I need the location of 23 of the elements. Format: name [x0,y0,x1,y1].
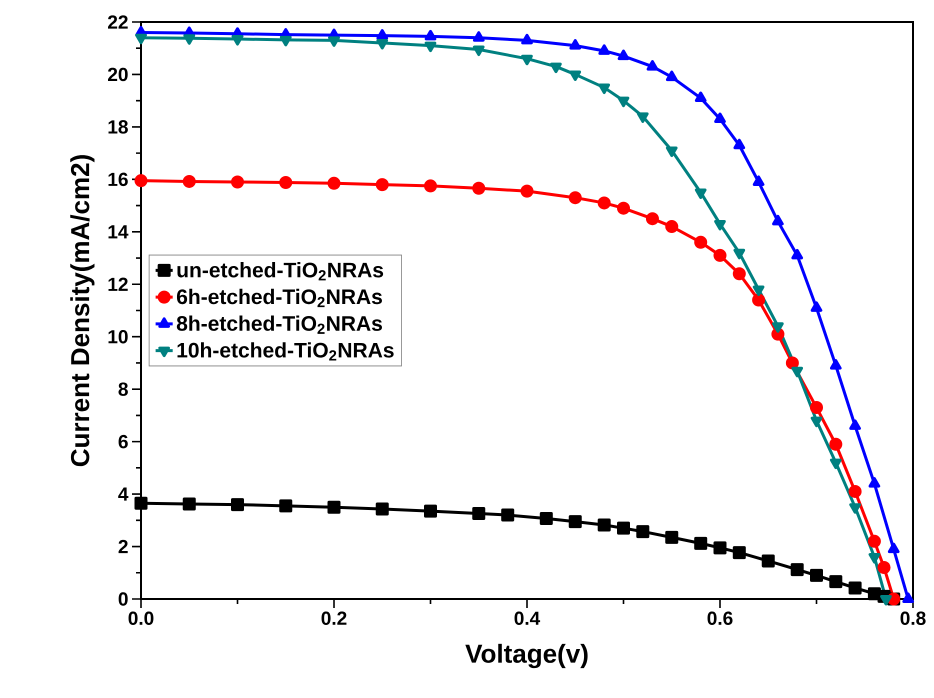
y-tick-label: 16 [108,172,128,186]
legend-label: 6h-etched-TiO$_{2}$NRAs [176,288,382,308]
x-tick-label: 0.0 [128,612,154,625]
y-tick-label: 0 [118,592,128,606]
y-tick-label: 14 [108,225,128,238]
legend-label: 8h-etched-TiO$_{2}$NRAs [176,315,382,334]
y-tick-label: 18 [108,120,128,134]
x-tick-label: 0.8 [900,612,926,625]
x-tick-label: 0.4 [514,612,540,625]
y-tick-label: 12 [108,278,128,291]
y-tick-label: 2 [118,540,128,554]
x-axis-title: Voltage(v) [465,644,588,668]
y-tick-label: 6 [118,434,128,448]
legend-label: un-etched-TiO$_{2}$NRAs [177,262,384,280]
x-tick-label: 0.2 [322,612,346,625]
y-tick-label: 8 [118,382,128,396]
legend-label: 10h-etched-TiO$_{2}$NRAs [178,342,394,361]
y-axis-title: Current Density(mA/cm2) [70,155,94,466]
y-tick-label: 4 [118,488,128,501]
y-tick-label: 10 [108,330,128,344]
y-tick-label: 22 [108,15,128,29]
x-tick-label: 0.6 [708,612,733,625]
y-tick-label: 20 [108,68,128,82]
